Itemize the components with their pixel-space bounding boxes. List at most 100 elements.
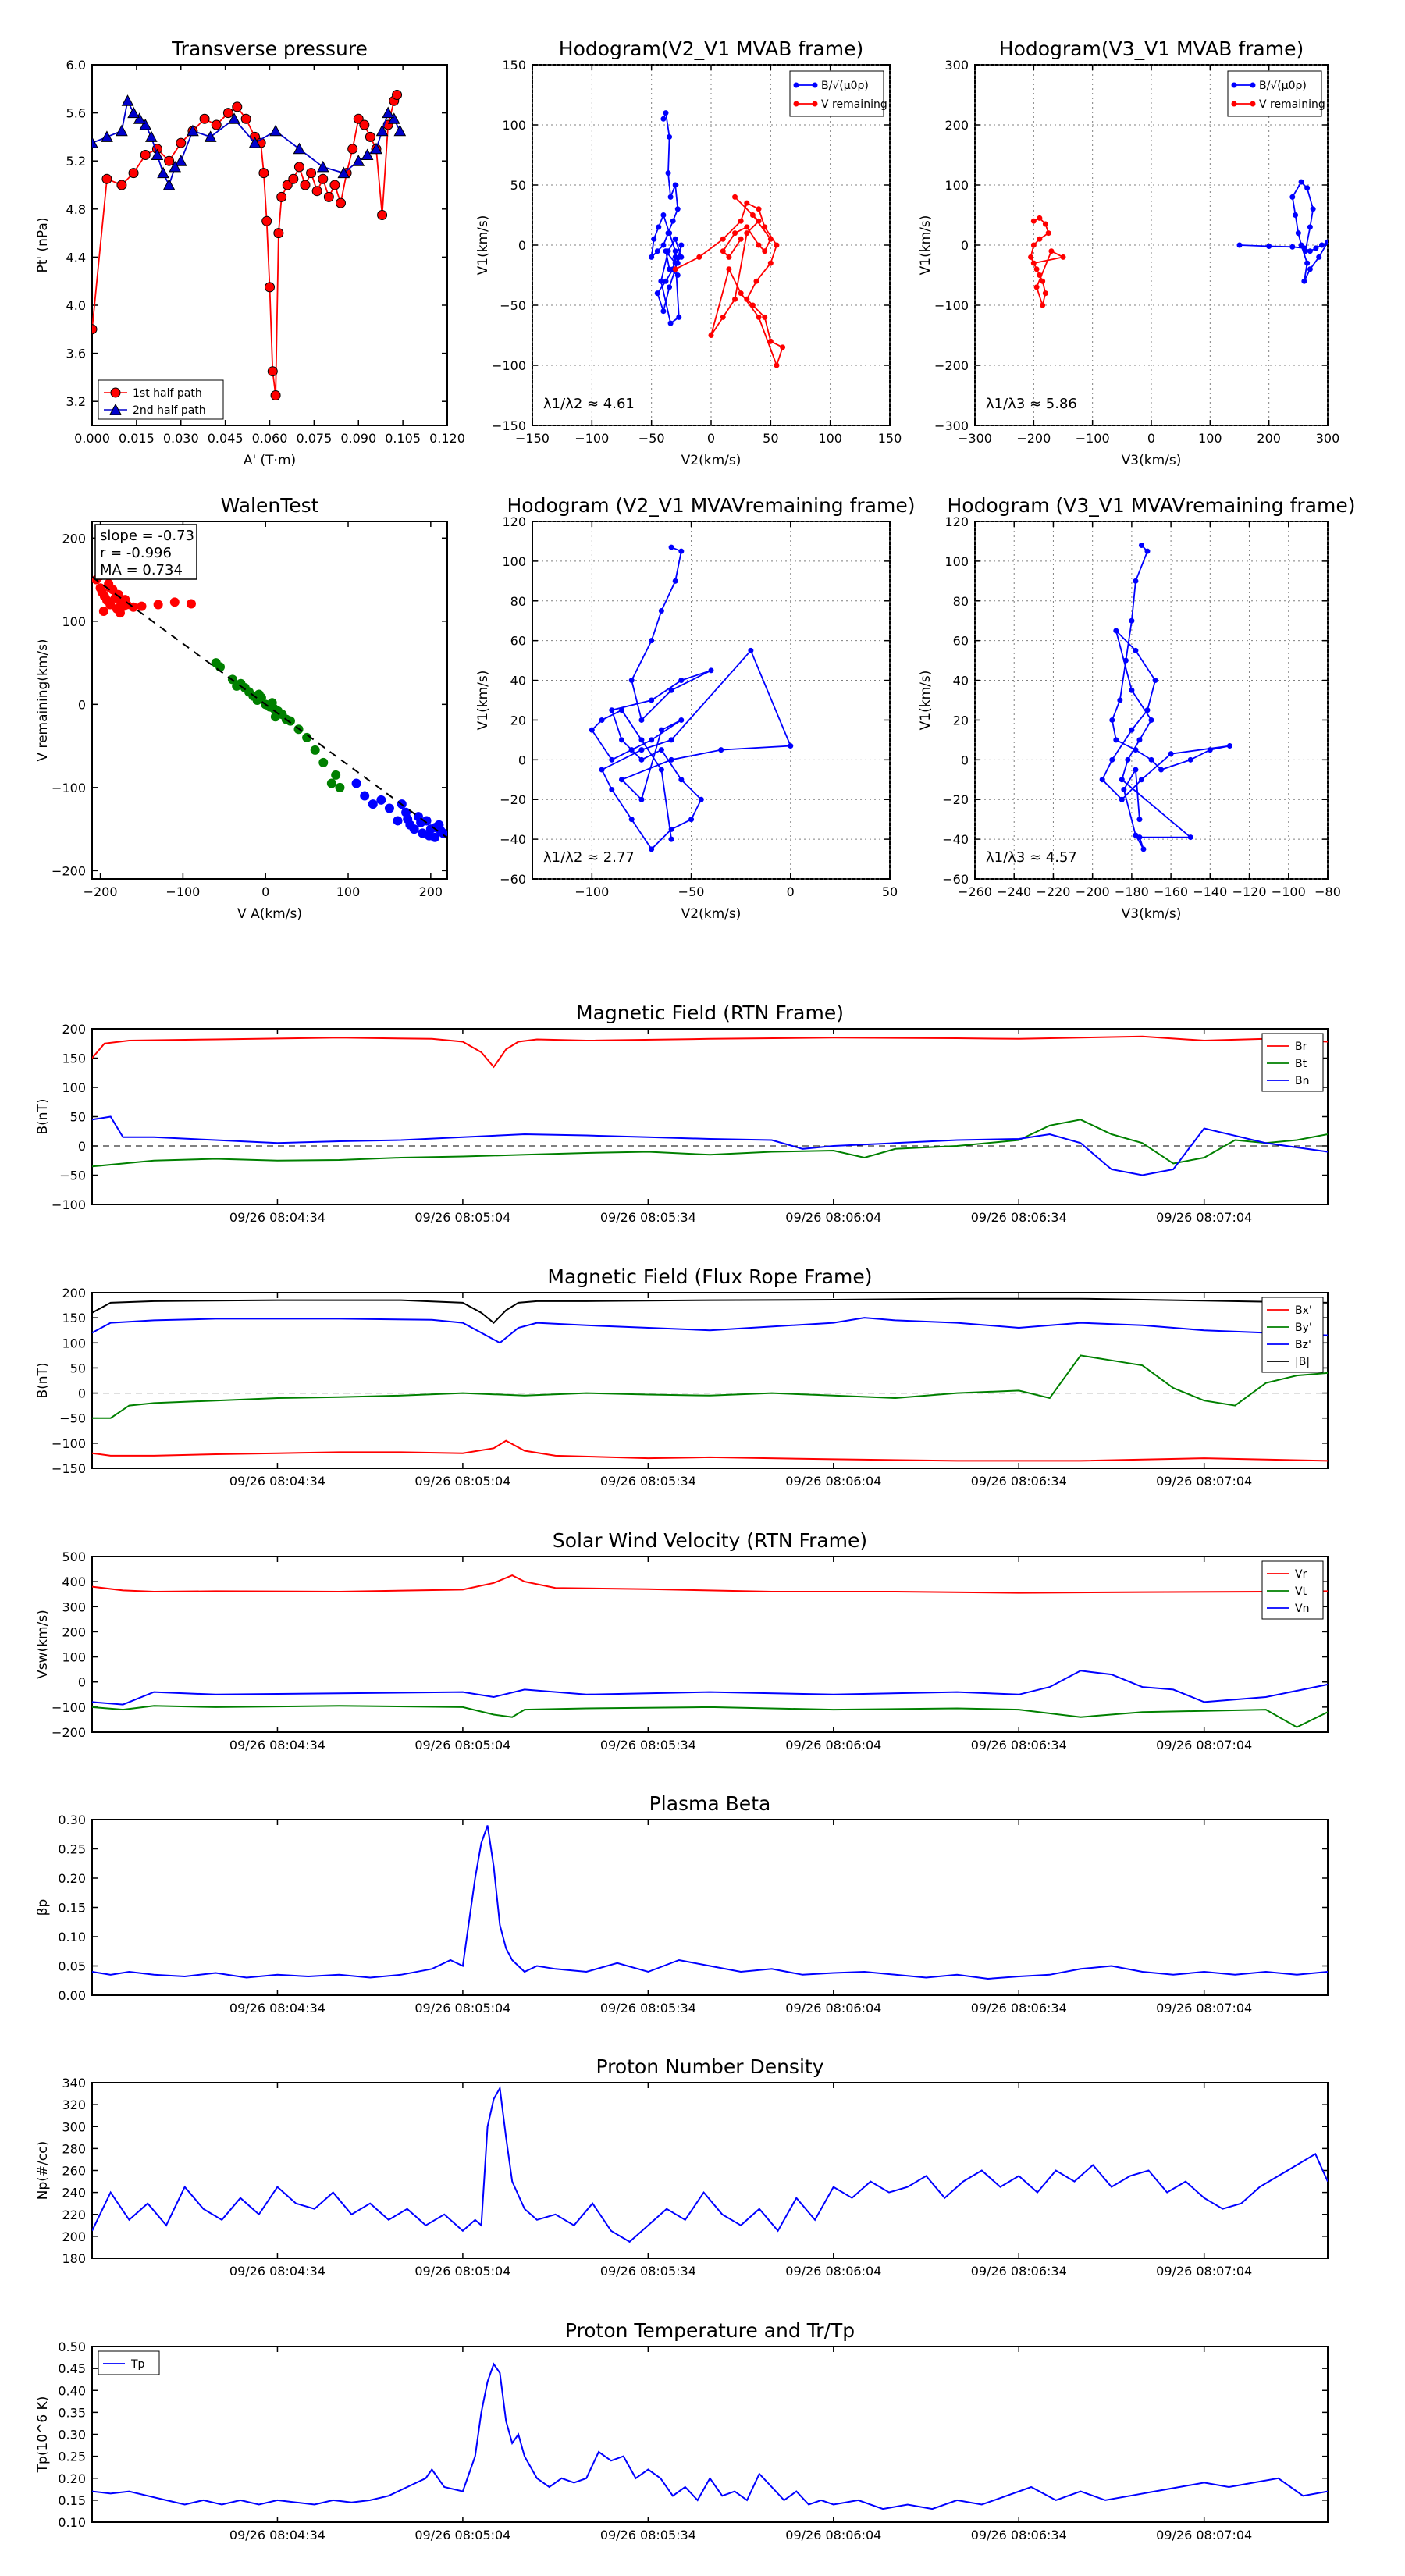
- data-point: [649, 846, 655, 852]
- legend-label: Bx': [1295, 1304, 1312, 1317]
- data-point: [628, 817, 635, 823]
- data-point: [672, 266, 678, 272]
- data-point: [273, 228, 284, 239]
- data-point: [1144, 707, 1151, 713]
- data-point: [638, 737, 645, 743]
- data-point: [738, 290, 744, 297]
- data-point: [370, 142, 382, 155]
- series-line-By': [92, 1354, 1328, 1419]
- series-line-Bx': [92, 1439, 1328, 1462]
- x-tick-label: −200: [84, 884, 118, 899]
- data-point: [1307, 224, 1313, 230]
- data-point: [660, 116, 667, 122]
- y-tick-label: 0.45: [58, 2361, 86, 2376]
- data-point: [1302, 248, 1308, 254]
- data-point: [240, 113, 251, 124]
- data-point: [678, 242, 685, 248]
- data-point: [1042, 290, 1048, 297]
- data-layer: [1099, 543, 1232, 852]
- legend-label: By': [1295, 1322, 1312, 1334]
- data-point: [151, 148, 164, 160]
- data-point: [1144, 548, 1151, 554]
- data-point: [302, 732, 312, 742]
- data-point: [282, 180, 293, 190]
- y-tick-label: 280: [62, 2141, 86, 2156]
- data-point: [1122, 657, 1129, 664]
- legend: Bx' By' Bz' |B|: [1261, 1297, 1324, 1373]
- y-tick-label: −100: [934, 298, 969, 313]
- chart-title: Transverse pressure: [171, 37, 368, 60]
- data-point: [1318, 242, 1325, 248]
- data-point: [667, 284, 673, 290]
- data-point: [668, 826, 674, 832]
- y-tick-label: 0.05: [58, 1959, 86, 1974]
- data-layer: [92, 1574, 1328, 1728]
- data-point: [352, 155, 365, 166]
- panel-hodo3: Hodogram (V2_V1 MVAVremaining frame) −60 −…: [475, 494, 916, 922]
- x-tick-label: −50: [678, 884, 705, 899]
- data-point: [672, 248, 678, 254]
- data-point: [1325, 239, 1328, 245]
- data-point: [306, 168, 317, 179]
- data-point: [628, 678, 635, 684]
- series-line-V remaining: [674, 196, 784, 368]
- stats-line: slope = -0.73: [100, 528, 194, 544]
- data-point: [329, 180, 340, 190]
- panel-pt: Transverse pressure 3.2 3.6 4.0 4.4 4.8 5.2 5.6…: [35, 37, 465, 468]
- series-line-Vn: [92, 1670, 1328, 1706]
- data-point: [720, 236, 726, 242]
- y-axis-label: Pt' (nPa): [35, 218, 51, 273]
- data-point: [1133, 767, 1139, 773]
- x-tick-label: 09/26 08:04:34: [229, 2001, 325, 2016]
- data-point: [248, 137, 261, 148]
- chart-title: Hodogram (V3_V1 MVAVremaining frame): [948, 494, 1356, 517]
- y-tick-label: 300: [62, 1599, 86, 1614]
- panel-hodo4: Hodogram (V3_V1 MVAVremaining frame)−60−…: [918, 494, 1356, 922]
- x-tick-label: 09/26 08:05:34: [600, 2264, 696, 2279]
- legend-marker: [1250, 101, 1256, 107]
- data-point: [285, 716, 295, 726]
- x-tick-label: 100: [336, 884, 361, 899]
- data-point: [738, 218, 744, 224]
- data-point: [672, 236, 678, 242]
- y-tick-label: −300: [934, 418, 969, 433]
- y-tick-label: 100: [62, 1650, 86, 1665]
- data-point: [756, 218, 762, 224]
- y-tick-label: 120: [944, 514, 969, 529]
- chart-title: Hodogram(V3_V1 MVAB frame): [999, 37, 1304, 60]
- y-tick-label: 200: [62, 2229, 86, 2244]
- data-point: [101, 130, 113, 142]
- data-point: [187, 124, 199, 137]
- data-point: [732, 296, 738, 302]
- x-tick-label: 09/26 08:04:34: [229, 2528, 325, 2542]
- x-tick-label: −160: [1154, 884, 1188, 899]
- data-point: [672, 578, 678, 584]
- y-tick-label: 4.8: [66, 202, 86, 217]
- x-tick-label: 0.015: [119, 431, 155, 446]
- x-tick-label: −100: [574, 431, 609, 446]
- y-tick-label: 0.30: [58, 1813, 86, 1827]
- x-tick-label: −80: [1314, 884, 1341, 899]
- y-axis-label: Tp(10^6 K): [35, 2396, 51, 2474]
- y-tick-label: −200: [934, 358, 969, 373]
- y-tick-label: 100: [502, 554, 526, 569]
- series-line-1st half path: [92, 94, 398, 396]
- data-point: [1030, 242, 1037, 248]
- y-tick-label: 4.0: [66, 298, 86, 313]
- data-point: [293, 162, 304, 173]
- series-line-|B|: [92, 1297, 1328, 1324]
- plot-frame: [974, 521, 1329, 880]
- y-tick-label: −20: [942, 792, 969, 807]
- chart-title: Hodogram (V2_V1 MVAVremaining frame): [507, 494, 916, 517]
- y-tick-label: 80: [510, 594, 526, 609]
- data-point: [1133, 647, 1139, 653]
- data-layer: [589, 544, 794, 852]
- data-point: [1129, 617, 1135, 624]
- data-layer: [1028, 179, 1328, 308]
- y-tick-label: 0: [78, 1675, 86, 1690]
- data-point: [688, 817, 695, 823]
- y-tick-label: 300: [944, 58, 969, 73]
- data-point: [774, 362, 780, 368]
- data-point: [670, 218, 676, 224]
